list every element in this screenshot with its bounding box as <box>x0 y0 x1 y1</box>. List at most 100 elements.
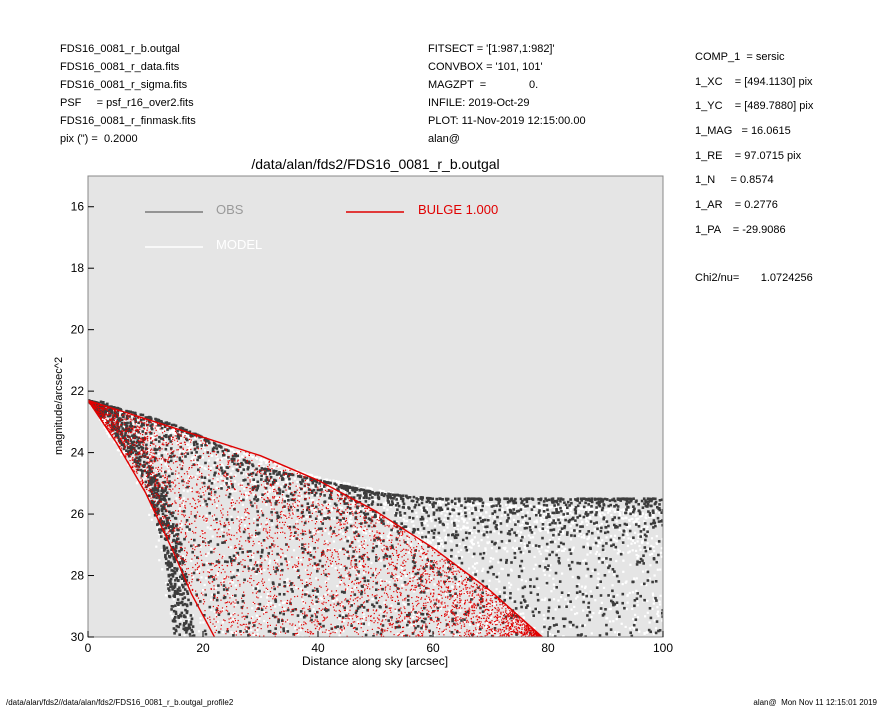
data-point <box>204 443 207 447</box>
data-point <box>185 428 188 432</box>
data-point <box>295 586 298 589</box>
data-point <box>462 620 466 623</box>
data-point <box>454 520 457 523</box>
data-point <box>315 591 318 594</box>
data-point <box>185 631 188 634</box>
data-point <box>233 507 236 511</box>
data-point <box>569 498 572 501</box>
data-point <box>513 531 516 535</box>
data-point <box>241 551 244 554</box>
data-point <box>177 435 180 439</box>
data-point <box>485 589 488 592</box>
data-point <box>431 548 434 551</box>
data-point <box>329 481 332 485</box>
data-point <box>584 508 588 511</box>
data-point <box>492 521 496 525</box>
data-point <box>249 501 253 504</box>
data-point <box>156 512 160 515</box>
data-point <box>540 511 543 514</box>
data-point <box>635 554 638 557</box>
data-point <box>305 485 308 488</box>
data-point <box>323 549 326 552</box>
data-point <box>207 552 210 555</box>
data-point <box>646 579 650 582</box>
data-point <box>304 614 307 618</box>
data-point <box>463 506 467 510</box>
data-point <box>438 539 441 542</box>
data-point <box>281 568 284 572</box>
data-point <box>121 422 124 426</box>
data-point <box>350 588 353 591</box>
data-point <box>635 563 639 566</box>
data-point <box>595 501 599 505</box>
data-point <box>580 530 583 533</box>
data-point <box>569 507 572 510</box>
data-point <box>264 489 267 492</box>
data-point <box>363 616 366 619</box>
data-point <box>375 559 378 562</box>
data-point <box>309 473 312 476</box>
data-point <box>329 493 332 497</box>
data-point <box>374 596 378 600</box>
data-point <box>587 601 591 605</box>
data-point <box>519 497 523 501</box>
data-point <box>519 541 523 544</box>
data-point <box>367 517 371 520</box>
data-point <box>215 455 218 458</box>
data-point <box>522 506 525 509</box>
data-point <box>431 508 434 511</box>
data-point <box>333 517 336 520</box>
data-point <box>508 532 512 536</box>
data-point <box>415 500 419 504</box>
data-point <box>161 523 164 527</box>
data-point <box>179 437 182 440</box>
data-point <box>207 575 211 579</box>
data-point <box>301 478 304 481</box>
data-point <box>262 465 265 468</box>
data-point <box>199 621 202 624</box>
data-point <box>484 548 487 551</box>
data-point <box>478 502 481 505</box>
data-point <box>300 504 304 508</box>
data-point <box>271 480 275 484</box>
data-point <box>595 521 598 524</box>
data-point <box>111 426 115 429</box>
data-point <box>624 511 628 514</box>
data-point <box>618 550 621 553</box>
data-point <box>227 481 230 484</box>
data-point <box>407 537 410 540</box>
data-point <box>560 596 563 599</box>
data-point <box>286 480 289 483</box>
data-point <box>654 524 657 528</box>
data-point <box>519 550 523 554</box>
data-point <box>104 422 107 425</box>
data-point <box>446 517 450 520</box>
data-point <box>574 511 577 515</box>
data-point <box>598 512 601 515</box>
data-point <box>525 498 529 501</box>
data-point <box>303 548 307 551</box>
data-point <box>505 541 508 544</box>
data-point <box>306 591 309 594</box>
data-point <box>397 504 401 508</box>
data-point <box>462 518 465 521</box>
data-point <box>431 567 435 570</box>
data-point <box>256 483 259 486</box>
data-point <box>549 512 552 515</box>
data-point <box>444 514 447 517</box>
data-point <box>159 517 162 520</box>
data-point <box>430 577 433 580</box>
data-point <box>310 614 314 618</box>
data-point <box>625 517 628 520</box>
data-point <box>251 553 254 556</box>
data-point <box>283 496 286 499</box>
data-point <box>356 485 359 488</box>
data-point <box>167 435 171 438</box>
data-point <box>277 487 281 491</box>
data-point <box>167 474 171 478</box>
data-point <box>432 505 435 509</box>
data-point <box>195 593 198 596</box>
data-point <box>406 527 409 530</box>
data-point <box>572 623 575 627</box>
